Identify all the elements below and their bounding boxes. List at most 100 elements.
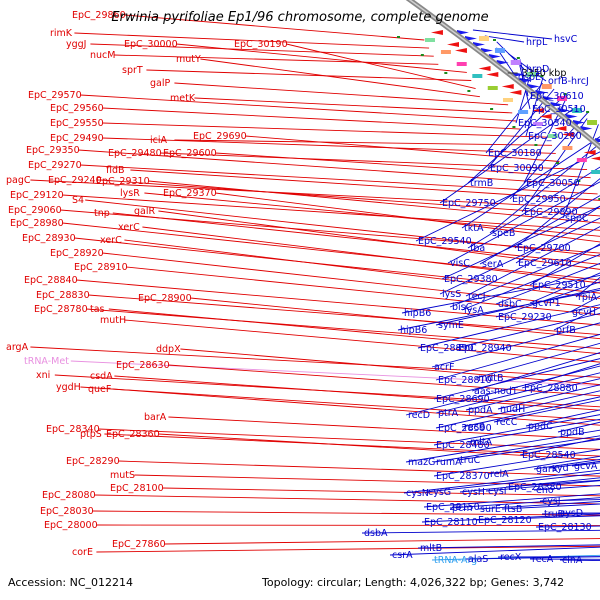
left-connector-line	[62, 194, 600, 231]
right-connector-line	[435, 333, 600, 381]
right-gene-label: EpC_29510	[532, 280, 586, 291]
left-gene-label: EpC_27860	[112, 539, 166, 550]
right-gene-label: gcvA	[574, 461, 598, 472]
left-gene-label: corE	[72, 547, 93, 558]
left-gene-label: tRNA-Met	[24, 356, 69, 367]
right-connector-line	[487, 455, 600, 475]
right-gene-label: orfB-hrcJ	[548, 76, 589, 87]
left-gene-label: EpC_29310	[96, 176, 150, 187]
right-gene-label: hipB6	[400, 325, 427, 336]
right-gene-label: trmB	[470, 178, 493, 189]
green-marker	[512, 126, 516, 128]
green-marker	[540, 75, 544, 77]
right-connector-line	[493, 399, 600, 423]
reverse-strand-arrow	[554, 126, 567, 131]
left-gene-label: ygdH	[56, 382, 81, 393]
left-gene-label: S4	[72, 195, 84, 206]
right-gene-label: hrpL	[526, 37, 548, 48]
right-gene-label: EpC_28810	[438, 375, 492, 386]
annotation-block	[557, 96, 568, 101]
right-connector-line	[447, 181, 600, 264]
right-connector-line	[501, 503, 600, 510]
right-connector-line	[569, 295, 600, 313]
left-gene-label: EpC_28840	[24, 275, 78, 286]
left-gene-label: EpC_28290	[66, 456, 120, 467]
right-gene-label: EpC_29380	[444, 274, 498, 285]
right-gene-label: hrpD	[526, 64, 549, 75]
left-connector-line	[130, 169, 600, 201]
green-marker	[586, 111, 590, 113]
left-gene-label: ptpS	[80, 429, 102, 440]
left-gene-label: mutS	[110, 470, 135, 481]
right-connector-line	[449, 497, 600, 509]
annotation-block	[472, 74, 483, 78]
right-gene-label: lysS	[442, 289, 461, 300]
left-gene-label: EpC_29480	[108, 148, 162, 159]
right-connector-line	[521, 118, 588, 213]
left-connector-line	[146, 69, 472, 81]
right-connector-line	[405, 365, 600, 416]
left-gene-label: galR	[134, 206, 155, 217]
right-connector-line	[467, 166, 600, 249]
right-gene-label: ppdB	[560, 427, 585, 438]
backbone-highlight	[408, 0, 600, 148]
genome-summary: Topology: circular; Length: 4,026,322 bp…	[262, 576, 565, 589]
right-gene-label: hsvC	[554, 34, 578, 45]
right-gene-label: gcvH	[572, 307, 596, 318]
left-connector-line	[158, 210, 600, 270]
left-gene-label: EpC_28980	[10, 218, 64, 229]
right-connector-line	[553, 306, 600, 331]
left-gene-label: csdA	[90, 371, 113, 382]
left-connector-line	[176, 43, 467, 73]
left-gene-label: EpC_28080	[42, 490, 96, 501]
right-gene-label: eno	[536, 485, 554, 496]
right-gene-label: EpC_28590	[438, 423, 492, 434]
left-gene-label: EpC_29120	[10, 190, 64, 201]
right-gene-label: tktA	[464, 223, 484, 234]
right-connector-line	[449, 244, 600, 308]
reverse-strand-arrow	[532, 108, 545, 113]
right-gene-label: EpC_28370	[436, 471, 490, 482]
left-gene-label: EpC_29370	[163, 188, 217, 199]
left-connector-line	[168, 364, 600, 397]
left-connector-line	[124, 14, 425, 41]
right-gene-label: cysI	[488, 486, 507, 497]
left-connector-line	[62, 222, 600, 281]
left-connector-line	[30, 346, 600, 378]
left-connector-line	[126, 266, 600, 316]
right-gene-label: surE	[480, 504, 501, 515]
left-gene-label: iciA	[150, 135, 168, 146]
right-gene-label: serA	[482, 259, 504, 270]
left-gene-label: tnp	[94, 208, 110, 219]
right-gene-label: nudH	[500, 404, 525, 415]
left-connector-line	[96, 545, 600, 553]
annotation-block	[541, 84, 552, 89]
left-connector-line	[286, 43, 476, 90]
left-connector-line	[76, 279, 600, 326]
reverse-strand-arrow	[590, 156, 600, 161]
left-connector-line	[80, 386, 600, 421]
left-connector-line	[80, 94, 517, 122]
left-gene-label: EpC_28630	[116, 360, 170, 371]
forward-strand-arrow	[573, 120, 586, 125]
left-connector-line	[144, 192, 600, 237]
annotation-block	[518, 110, 529, 114]
right-gene-label: recX	[500, 552, 522, 563]
right-connector-line	[435, 372, 600, 414]
right-connector-line	[461, 136, 600, 229]
reverse-strand-arrow	[583, 150, 596, 155]
left-connector-line	[102, 252, 600, 309]
right-connector-line	[472, 29, 553, 40]
right-gene-label: prfB	[556, 325, 576, 336]
left-gene-label: metK	[170, 93, 196, 104]
right-connector-line	[475, 515, 600, 521]
right-connector-line	[417, 544, 600, 549]
left-gene-label: pagC	[6, 175, 31, 186]
right-connector-line	[433, 414, 600, 446]
right-gene-label: tRNA-Arg	[434, 555, 477, 566]
right-gene-label: EpC_30340	[518, 118, 572, 129]
right-gene-label: cysN	[406, 488, 429, 499]
right-gene-label: recJ	[468, 291, 486, 302]
right-connector-line	[467, 418, 600, 443]
right-connector-line	[529, 272, 600, 304]
